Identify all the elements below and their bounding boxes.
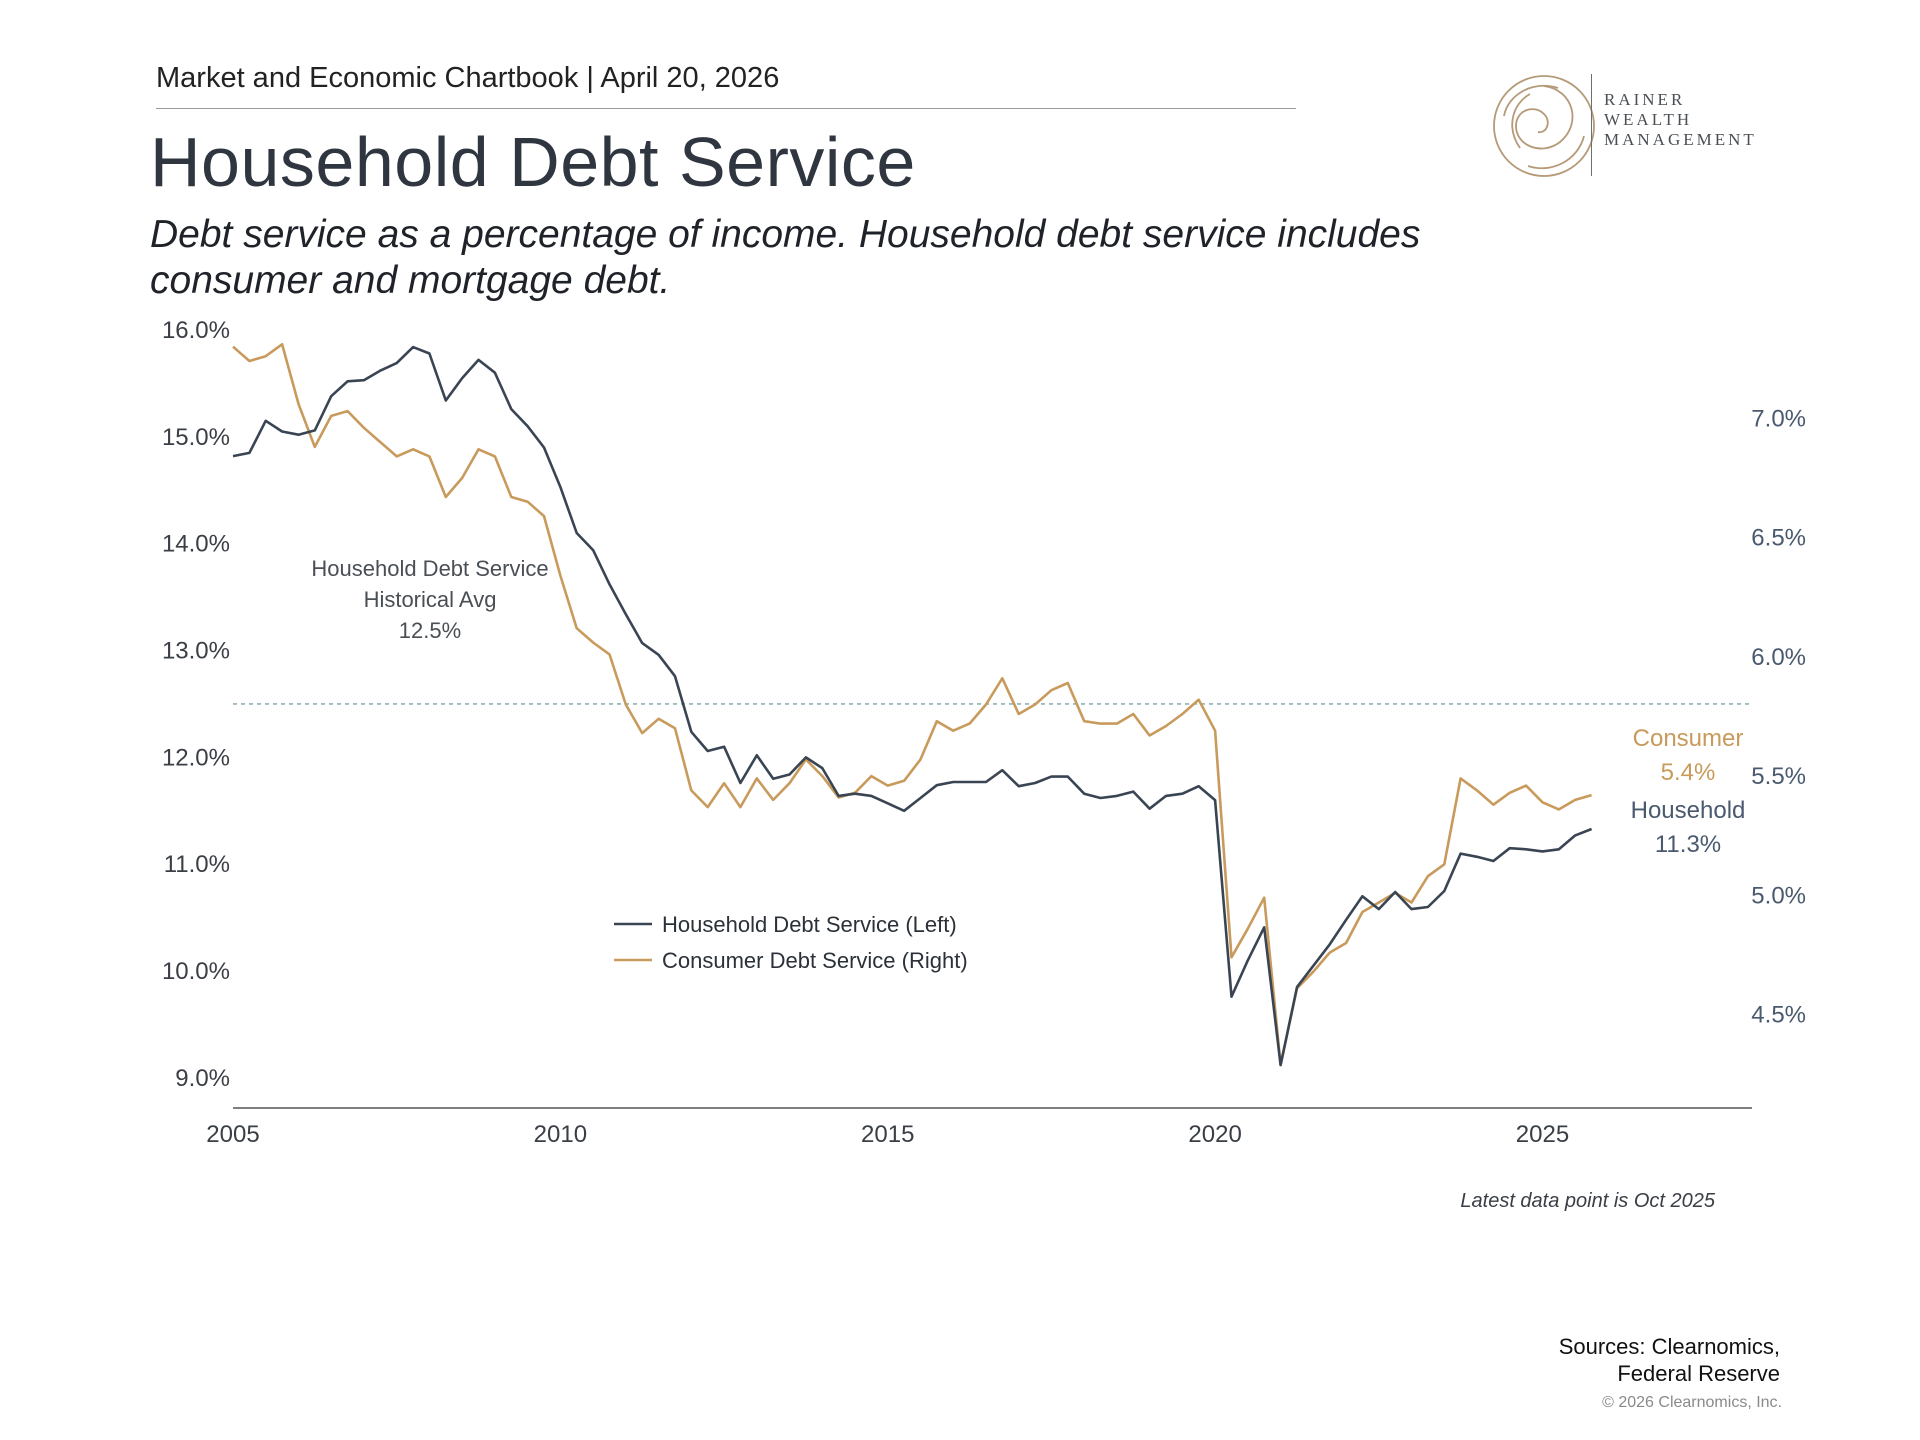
consumer-end-label: 5.4% xyxy=(1661,759,1716,786)
logo-line-3: MANAGEMENT xyxy=(1604,130,1757,149)
swirl-circle-logo-icon xyxy=(1493,75,1595,177)
legend-entry: Consumer Debt Service (Right) xyxy=(662,948,968,973)
logo-wordmark: RAINER WEALTH MANAGEMENT xyxy=(1604,90,1757,150)
x-tick-label: 2025 xyxy=(1516,1121,1569,1148)
historical-avg-label: Historical Avg xyxy=(364,587,497,612)
consumer-end-label: Consumer xyxy=(1633,725,1744,752)
right-tick-label: 7.0% xyxy=(1751,405,1806,432)
right-tick-label: 4.5% xyxy=(1751,1002,1806,1029)
sources-line-1: Sources: Clearnomics, xyxy=(1558,1334,1780,1359)
legend-entry: Household Debt Service (Left) xyxy=(662,912,957,937)
x-tick-label: 2020 xyxy=(1188,1121,1241,1148)
left-tick-label: 15.0% xyxy=(162,424,230,451)
page-title: Household Debt Service xyxy=(150,123,916,201)
household-end-label: 11.3% xyxy=(1655,831,1721,858)
x-tick-label: 2015 xyxy=(861,1121,914,1148)
left-tick-label: 16.0% xyxy=(162,317,230,344)
right-tick-label: 5.5% xyxy=(1751,763,1806,790)
publication-header: Market and Economic Chartbook | April 20… xyxy=(156,62,780,94)
logo-divider xyxy=(1591,74,1592,176)
header-divider xyxy=(156,108,1296,109)
logo-line-1: RAINER xyxy=(1604,90,1686,109)
household-end-label: Household xyxy=(1631,797,1746,824)
sources-line-2: Federal Reserve xyxy=(1617,1361,1780,1386)
left-tick-label: 11.0% xyxy=(164,851,230,878)
x-tick-label: 2005 xyxy=(206,1121,259,1148)
copyright-note: © 2026 Clearnomics, Inc. xyxy=(1602,1394,1782,1411)
historical-avg-label: Household Debt Service xyxy=(311,556,548,581)
right-tick-label: 6.5% xyxy=(1751,525,1806,552)
page-subtitle: Debt service as a percentage of income. … xyxy=(150,213,1421,302)
left-tick-label: 14.0% xyxy=(162,531,230,558)
left-tick-label: 9.0% xyxy=(175,1065,230,1092)
left-tick-label: 13.0% xyxy=(162,638,230,665)
latest-data-footnote: Latest data point is Oct 2025 xyxy=(1460,1190,1715,1212)
household-debt-series-line xyxy=(232,345,1593,1067)
left-tick-label: 12.0% xyxy=(162,744,230,771)
logo-line-2: WEALTH xyxy=(1604,110,1693,129)
left-tick-label: 10.0% xyxy=(162,958,230,985)
consumer-debt-series-line xyxy=(232,342,1592,1066)
x-tick-label: 2010 xyxy=(534,1121,587,1148)
historical-avg-label: 12.5% xyxy=(399,618,461,643)
right-tick-label: 5.0% xyxy=(1751,882,1806,909)
sources-note: Sources: Clearnomics, Federal Reserve xyxy=(1400,1333,1780,1387)
right-tick-label: 6.0% xyxy=(1751,644,1806,671)
